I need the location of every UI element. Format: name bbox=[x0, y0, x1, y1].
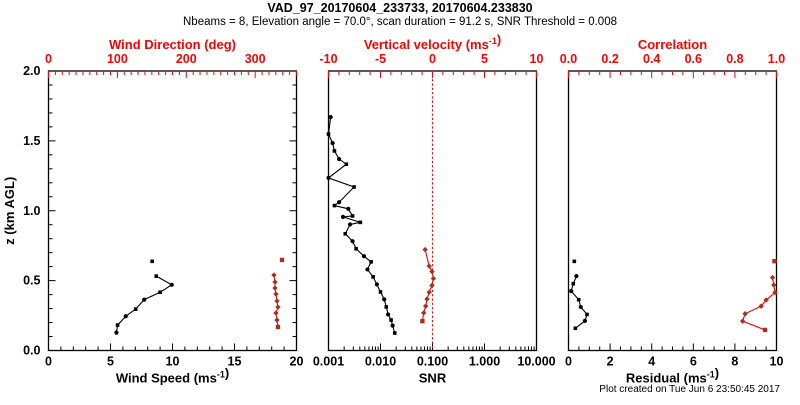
svg-text:0.5: 0.5 bbox=[23, 274, 40, 288]
svg-text:-5: -5 bbox=[375, 52, 386, 66]
svg-text:1.5: 1.5 bbox=[23, 134, 40, 148]
svg-text:8: 8 bbox=[731, 355, 738, 369]
svg-text:200: 200 bbox=[176, 52, 197, 66]
svg-text:Nbeams = 8, Elevation angle =: Nbeams = 8, Elevation angle = 70.0°, sca… bbox=[183, 16, 617, 28]
svg-text:0: 0 bbox=[429, 52, 436, 66]
svg-text:-10: -10 bbox=[319, 52, 337, 66]
svg-text:300: 300 bbox=[245, 52, 266, 66]
svg-text:10: 10 bbox=[530, 52, 544, 66]
svg-text:10: 10 bbox=[166, 355, 180, 369]
svg-text:0: 0 bbox=[45, 355, 52, 369]
svg-text:0.0: 0.0 bbox=[560, 52, 577, 66]
svg-text:10.000: 10.000 bbox=[517, 355, 555, 369]
svg-text:5: 5 bbox=[481, 52, 488, 66]
svg-text:0: 0 bbox=[565, 355, 572, 369]
svg-text:20: 20 bbox=[290, 355, 304, 369]
svg-text:Plot created on Tue Jun 6 23:: Plot created on Tue Jun 6 23:50:45 2017 bbox=[599, 384, 780, 395]
svg-text:0.100: 0.100 bbox=[417, 355, 448, 369]
svg-text:0.6: 0.6 bbox=[685, 52, 702, 66]
svg-text:0.010: 0.010 bbox=[365, 355, 396, 369]
svg-text:0.0: 0.0 bbox=[23, 344, 40, 358]
svg-text:5: 5 bbox=[107, 355, 114, 369]
svg-text:15: 15 bbox=[228, 355, 242, 369]
svg-text:4: 4 bbox=[648, 355, 655, 369]
svg-text:1.0: 1.0 bbox=[768, 52, 785, 66]
svg-text:0: 0 bbox=[45, 52, 52, 66]
svg-text:10: 10 bbox=[770, 355, 784, 369]
svg-text:SNR: SNR bbox=[419, 371, 447, 386]
svg-text:0.2: 0.2 bbox=[601, 52, 618, 66]
svg-text:100: 100 bbox=[107, 52, 128, 66]
svg-text:0.001: 0.001 bbox=[313, 355, 344, 369]
svg-text:1.0: 1.0 bbox=[23, 204, 40, 218]
svg-text:6: 6 bbox=[690, 355, 697, 369]
svg-text:Wind Direction (deg): Wind Direction (deg) bbox=[109, 37, 236, 52]
svg-text:0.4: 0.4 bbox=[643, 52, 660, 66]
svg-text:VAD_97_20170604_233733, 201706: VAD_97_20170604_233733, 20170604.233830 bbox=[267, 1, 532, 15]
svg-text:2.0: 2.0 bbox=[23, 64, 40, 78]
svg-text:Correlation: Correlation bbox=[638, 37, 707, 52]
svg-text:2: 2 bbox=[607, 355, 614, 369]
svg-text:z (km AGL): z (km AGL) bbox=[2, 177, 17, 245]
svg-text:0.8: 0.8 bbox=[726, 52, 743, 66]
svg-text:1.000: 1.000 bbox=[469, 355, 500, 369]
